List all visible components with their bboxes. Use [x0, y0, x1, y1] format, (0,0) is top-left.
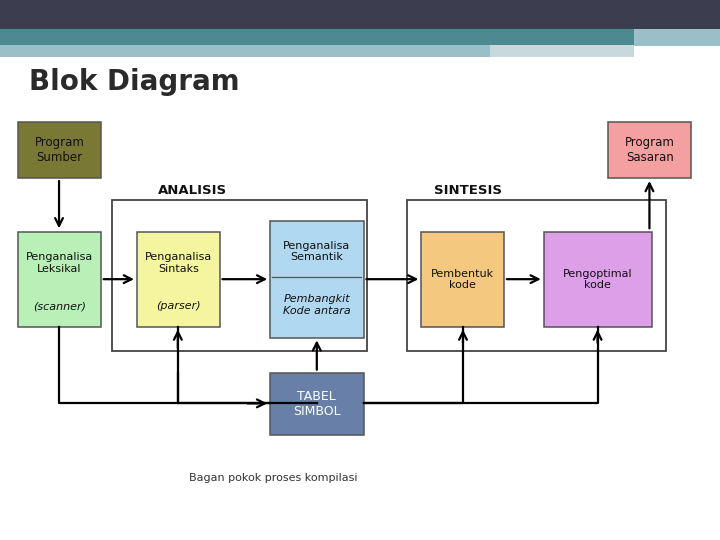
- Text: (parser): (parser): [156, 301, 200, 312]
- Text: Pembangkit
Kode antara: Pembangkit Kode antara: [283, 294, 351, 315]
- Text: Penganalisa
Sintaks: Penganalisa Sintaks: [145, 252, 212, 274]
- Bar: [0, 29, 634, 46]
- Text: Program
Sumber: Program Sumber: [35, 136, 84, 164]
- Text: Penganalisa
Leksikal: Penganalisa Leksikal: [26, 252, 93, 274]
- FancyBboxPatch shape: [270, 373, 364, 435]
- Text: Penganalisa
Semantik: Penganalisa Semantik: [283, 241, 351, 262]
- Bar: [0, 45, 490, 57]
- Text: Program
Sasaran: Program Sasaran: [625, 136, 675, 164]
- Text: Blok Diagram: Blok Diagram: [29, 68, 240, 96]
- FancyBboxPatch shape: [270, 221, 364, 338]
- FancyBboxPatch shape: [608, 122, 691, 178]
- FancyBboxPatch shape: [137, 232, 220, 327]
- Bar: [490, 48, 590, 57]
- Bar: [634, 29, 720, 46]
- Text: (scanner): (scanner): [33, 301, 86, 312]
- Text: TABEL
SIMBOL: TABEL SIMBOL: [293, 390, 341, 417]
- Text: ANALISIS: ANALISIS: [158, 184, 228, 197]
- Text: Bagan pokok proses kompilasi: Bagan pokok proses kompilasi: [189, 473, 358, 483]
- FancyBboxPatch shape: [421, 232, 504, 327]
- Bar: [490, 45, 634, 57]
- FancyBboxPatch shape: [544, 232, 652, 327]
- Text: Pembentuk
kode: Pembentuk kode: [431, 268, 494, 291]
- FancyBboxPatch shape: [18, 232, 101, 327]
- Text: SINTESIS: SINTESIS: [434, 184, 502, 197]
- FancyBboxPatch shape: [18, 122, 101, 178]
- Bar: [0, 0, 720, 30]
- Text: Pengoptimal
kode: Pengoptimal kode: [563, 268, 632, 291]
